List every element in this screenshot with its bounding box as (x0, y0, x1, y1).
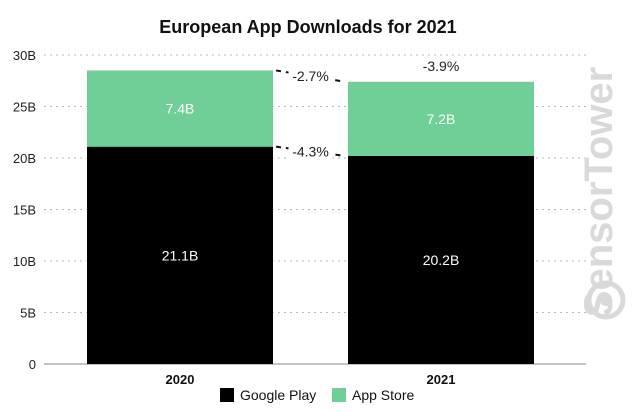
y-axis-ticks: 0 5B 10B 15B 20B 25B 30B (13, 48, 36, 372)
change-annotations: -2.7% -4.3% -3.9% (275, 58, 460, 162)
change-annotation: -4.3% (292, 143, 329, 159)
annotation-backdrop (288, 64, 333, 87)
bar-value-label: 21.1B (162, 247, 199, 263)
y-tick-label: 5B (20, 306, 36, 321)
bar-google-play-2021 (348, 155, 534, 364)
x-axis-categories: 2020 2021 (166, 372, 456, 387)
y-tick-label: 20B (13, 151, 36, 166)
bar-google-play-2020 (87, 146, 273, 364)
bar-value-label: 7.4B (166, 101, 195, 117)
x-category-label: 2020 (166, 372, 195, 387)
legend-label-google-play: Google Play (240, 387, 316, 403)
bar-value-label: 20.2B (423, 252, 460, 268)
legend-swatch-google-play (220, 388, 234, 402)
y-tick-label: 0 (29, 357, 36, 372)
y-tick-label: 10B (13, 254, 36, 269)
sensortower-logo-icon (586, 280, 626, 320)
bar-value-label: 7.2B (427, 111, 456, 127)
annotation-backdrop (288, 139, 333, 162)
chart-title: European App Downloads for 2021 (159, 17, 456, 37)
legend-swatch-app-store (332, 388, 346, 402)
bar-app-store-2020 (87, 70, 273, 147)
y-tick-label: 30B (13, 48, 36, 63)
legend-label-app-store: App Store (352, 387, 414, 403)
y-tick-label: 25B (13, 100, 36, 115)
bar-app-store-2021 (348, 81, 534, 156)
bars: 21.1B 7.4B 20.2B 7.2B (87, 70, 534, 364)
y-tick-label: 15B (13, 203, 36, 218)
sensortower-watermark: SensorTower (577, 67, 621, 317)
total-change-annotation: -3.9% (423, 58, 460, 74)
change-annotation: -2.7% (292, 68, 329, 84)
x-category-label: 2021 (427, 372, 456, 387)
legend: Google Play App Store (220, 387, 414, 403)
